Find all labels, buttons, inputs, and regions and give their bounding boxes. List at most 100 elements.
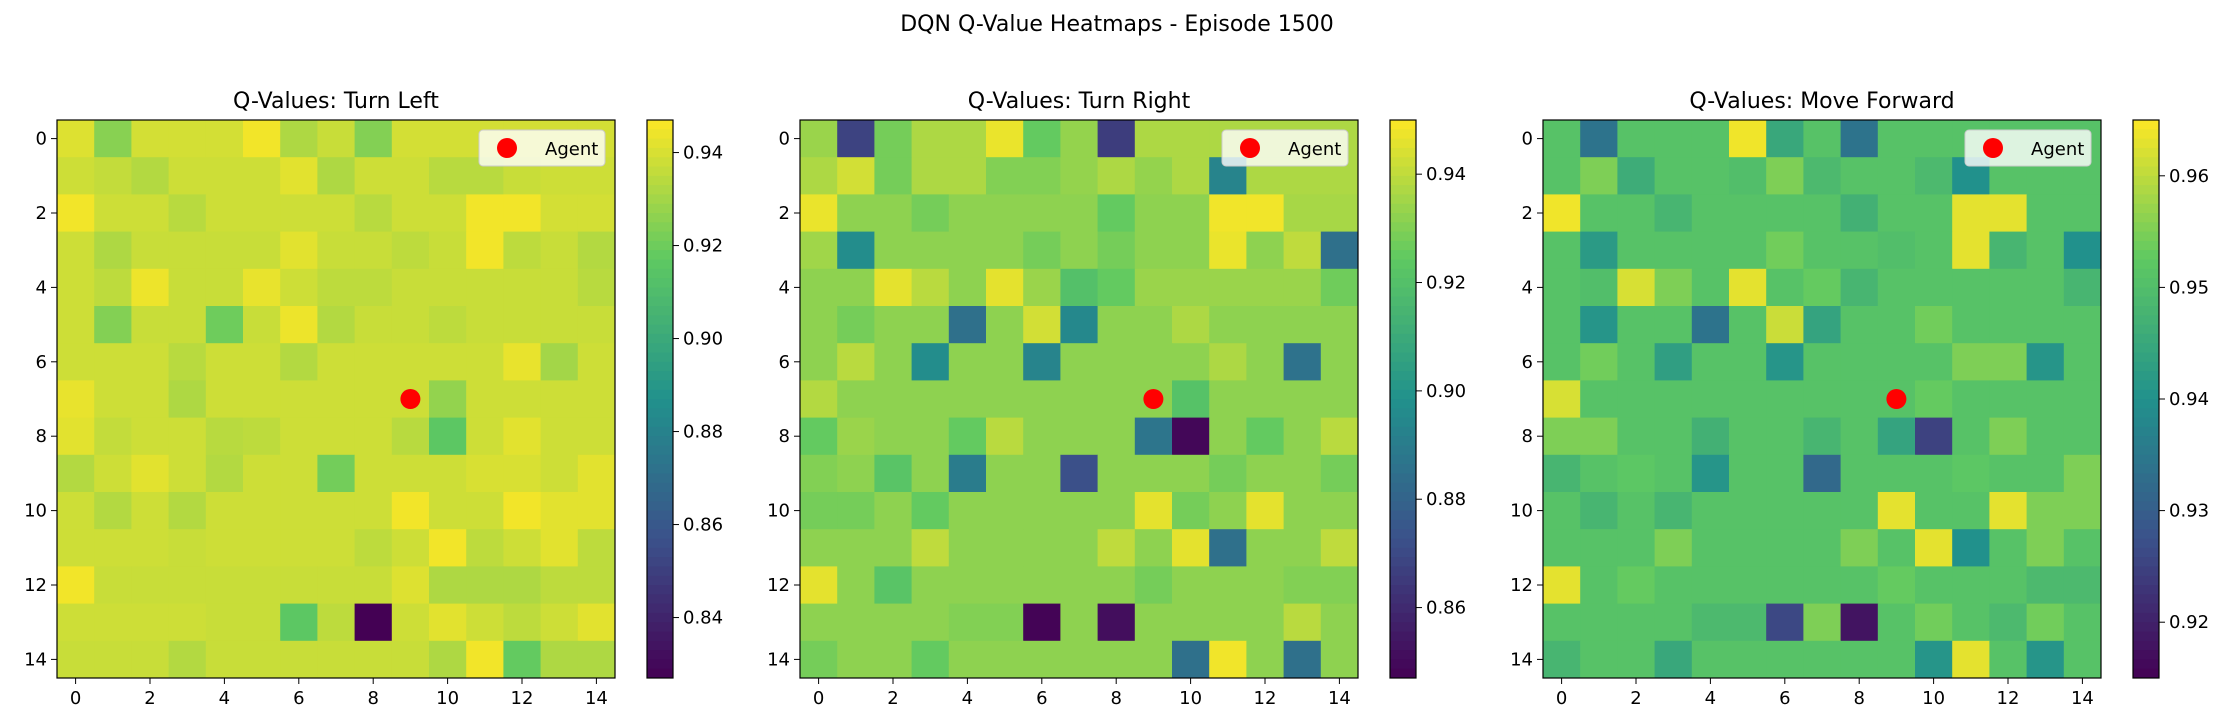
heatmap-cell	[1766, 120, 1804, 158]
heatmap-cell	[986, 268, 1024, 307]
heatmap-cell	[1729, 268, 1767, 307]
heatmap-cell	[1543, 157, 1581, 195]
heatmap-cell	[503, 306, 541, 344]
heatmap-cell	[57, 231, 95, 270]
heatmap-cell	[1915, 640, 1953, 679]
heatmap-cell	[57, 157, 95, 195]
heatmap-cell	[168, 640, 207, 679]
heatmap-cell	[986, 380, 1024, 418]
heatmap-cell	[1134, 566, 1173, 604]
heatmap-cell	[1023, 306, 1061, 344]
heatmap-cell	[280, 268, 318, 307]
colorbar-segment	[2133, 120, 2159, 130]
colorbar-segment	[1390, 315, 1416, 326]
heatmap-cell	[1246, 417, 1284, 456]
heatmap-cell	[1320, 343, 1359, 381]
heatmap-cell	[986, 120, 1024, 158]
heatmap-cell	[429, 343, 467, 381]
colorbar-segment	[1390, 352, 1416, 363]
colorbar-segment	[1390, 213, 1416, 223]
heatmap-cell	[57, 417, 95, 456]
colorbar-segment	[647, 343, 673, 353]
heatmap-cell	[1877, 268, 1916, 307]
heatmap-cell	[800, 157, 838, 195]
heatmap-cell	[1580, 454, 1618, 493]
heatmap-cell	[205, 306, 244, 344]
y-tick-label: 0	[1522, 129, 1533, 150]
heatmap-cell	[1134, 231, 1173, 270]
heatmap-cell	[168, 380, 207, 418]
heatmap-cell	[1729, 529, 1767, 567]
colorbar-segment	[647, 529, 673, 539]
heatmap-cell	[1283, 640, 1322, 679]
heatmap-cell	[354, 529, 393, 567]
heatmap-cell	[1766, 603, 1804, 642]
heatmap-cell	[131, 603, 169, 642]
colorbar-segment	[2133, 333, 2159, 344]
colorbar-segment	[1390, 603, 1416, 614]
colorbar-segment	[2133, 612, 2159, 623]
y-tick-label: 6	[36, 352, 47, 373]
heatmap-cell	[168, 306, 207, 344]
colorbar-segment	[647, 129, 673, 140]
heatmap-cell	[948, 417, 987, 456]
heatmap-cell	[1617, 566, 1655, 604]
heatmap-cell	[874, 380, 912, 418]
x-tick-label: 0	[813, 688, 824, 709]
colorbar-segment	[1390, 445, 1416, 456]
heatmap-cell	[1580, 380, 1618, 418]
heatmap-cell	[1283, 566, 1322, 604]
heatmap-cell	[317, 306, 355, 344]
x-tick-label: 14	[585, 688, 608, 709]
heatmap-cell	[1283, 492, 1322, 530]
heatmap-cell	[2063, 640, 2102, 679]
heatmap-cell	[1246, 231, 1284, 270]
heatmap-cell	[1989, 529, 2027, 567]
heatmap-cell	[1097, 194, 1136, 232]
heatmap-cell	[1023, 454, 1061, 493]
heatmap-cell	[131, 492, 169, 530]
colorbar-segment	[647, 147, 673, 158]
colorbar-segment	[647, 566, 673, 577]
heatmap-cell	[1023, 417, 1061, 456]
colorbar-segment	[1390, 120, 1416, 130]
heatmap-cell	[577, 454, 616, 493]
heatmap-cell	[280, 194, 318, 232]
heatmap-cell	[800, 417, 838, 456]
heatmap-cell	[354, 157, 393, 195]
heatmap-cell	[429, 492, 467, 530]
heatmap-cell	[1691, 120, 1730, 158]
heatmap-cell	[57, 454, 95, 493]
colorbar-segment	[1390, 501, 1416, 512]
heatmap-cell	[1320, 306, 1359, 344]
x-tick-label: 12	[1254, 688, 1277, 709]
legend-agent-marker	[497, 138, 517, 158]
agent-marker	[1143, 389, 1164, 409]
heatmap-panel-2: Q-Values: Turn Right 0 2 4 6 8 10 12 14 0 2 4 6 8 10 12…	[767, 89, 1466, 709]
heatmap-cell	[2063, 566, 2102, 604]
heatmap-cell	[57, 380, 95, 418]
heatmap-cell	[1134, 603, 1173, 642]
colorbar-tick-label: 0.84	[683, 608, 723, 629]
heatmap-cell	[800, 194, 838, 232]
y-tick-label: 14	[24, 649, 47, 670]
heatmap-cell	[1580, 120, 1618, 158]
heatmap-cell	[94, 343, 132, 381]
heatmap-cell	[1691, 529, 1730, 567]
heatmap-cell	[1097, 417, 1136, 456]
colorbar-segment	[2133, 213, 2159, 223]
heatmap-cell	[1097, 603, 1136, 642]
heatmap-cell	[577, 343, 616, 381]
colorbar-segment	[1390, 343, 1416, 353]
heatmap-cell	[1915, 454, 1953, 493]
heatmap-cell	[800, 380, 838, 418]
colorbar-segment	[1390, 557, 1416, 567]
heatmap-cell	[94, 603, 132, 642]
heatmap-cell	[57, 566, 95, 604]
heatmap-cell	[1580, 529, 1618, 567]
heatmap-cell	[1617, 603, 1655, 642]
heatmap-cell	[540, 268, 579, 307]
heatmap-cell	[1877, 492, 1916, 530]
heatmap-cell	[1134, 306, 1173, 344]
heatmap-cell	[874, 157, 912, 195]
